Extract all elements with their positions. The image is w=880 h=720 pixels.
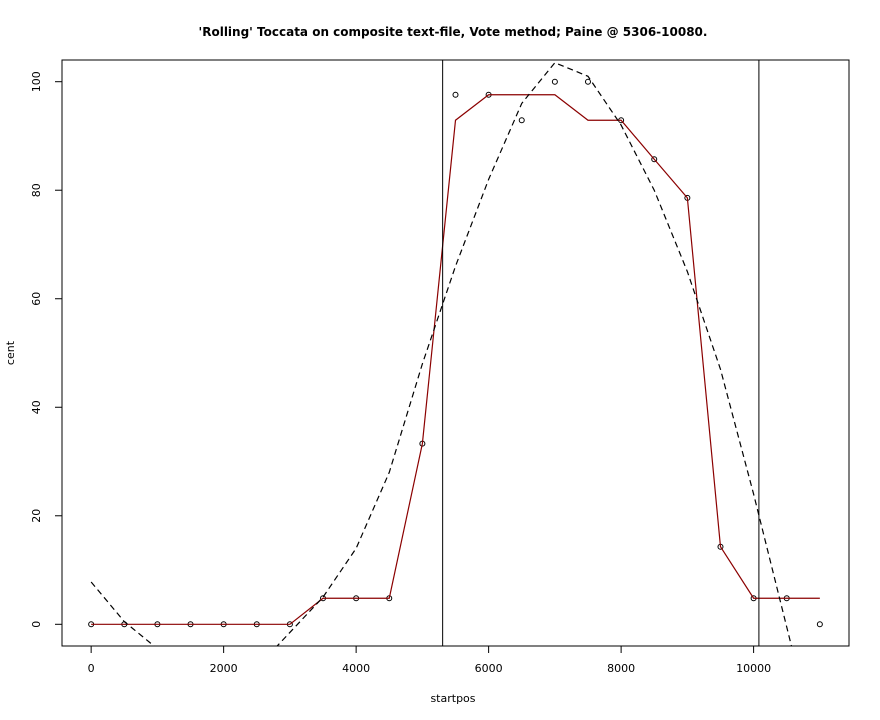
y-tick-label: 0 (30, 621, 43, 628)
data-point (551, 78, 558, 85)
y-tick-label: 80 (30, 183, 43, 197)
y-tick-label: 20 (30, 509, 43, 523)
y-tick-label: 100 (30, 71, 43, 92)
x-tick-label: 4000 (342, 662, 370, 675)
plot-area (88, 61, 823, 646)
data-point (452, 91, 459, 98)
y-tick-label: 60 (30, 292, 43, 306)
data-line (91, 94, 820, 625)
x-axis-label: startpos (430, 692, 475, 705)
data-point (584, 78, 591, 85)
data-point (651, 156, 658, 163)
data-point (518, 117, 525, 124)
data-point (816, 621, 823, 628)
x-tick-label: 2000 (210, 662, 238, 675)
y-tick-label: 40 (30, 400, 43, 414)
plot-box (61, 59, 850, 647)
x-tick-label: 6000 (475, 662, 503, 675)
x-tick-label: 0 (88, 662, 95, 675)
x-tick-label: 10000 (736, 662, 771, 675)
chart-title: 'Rolling' Toccata on composite text-file… (199, 25, 708, 39)
y-axis-label: cent (4, 340, 17, 365)
x-tick-label: 8000 (607, 662, 635, 675)
